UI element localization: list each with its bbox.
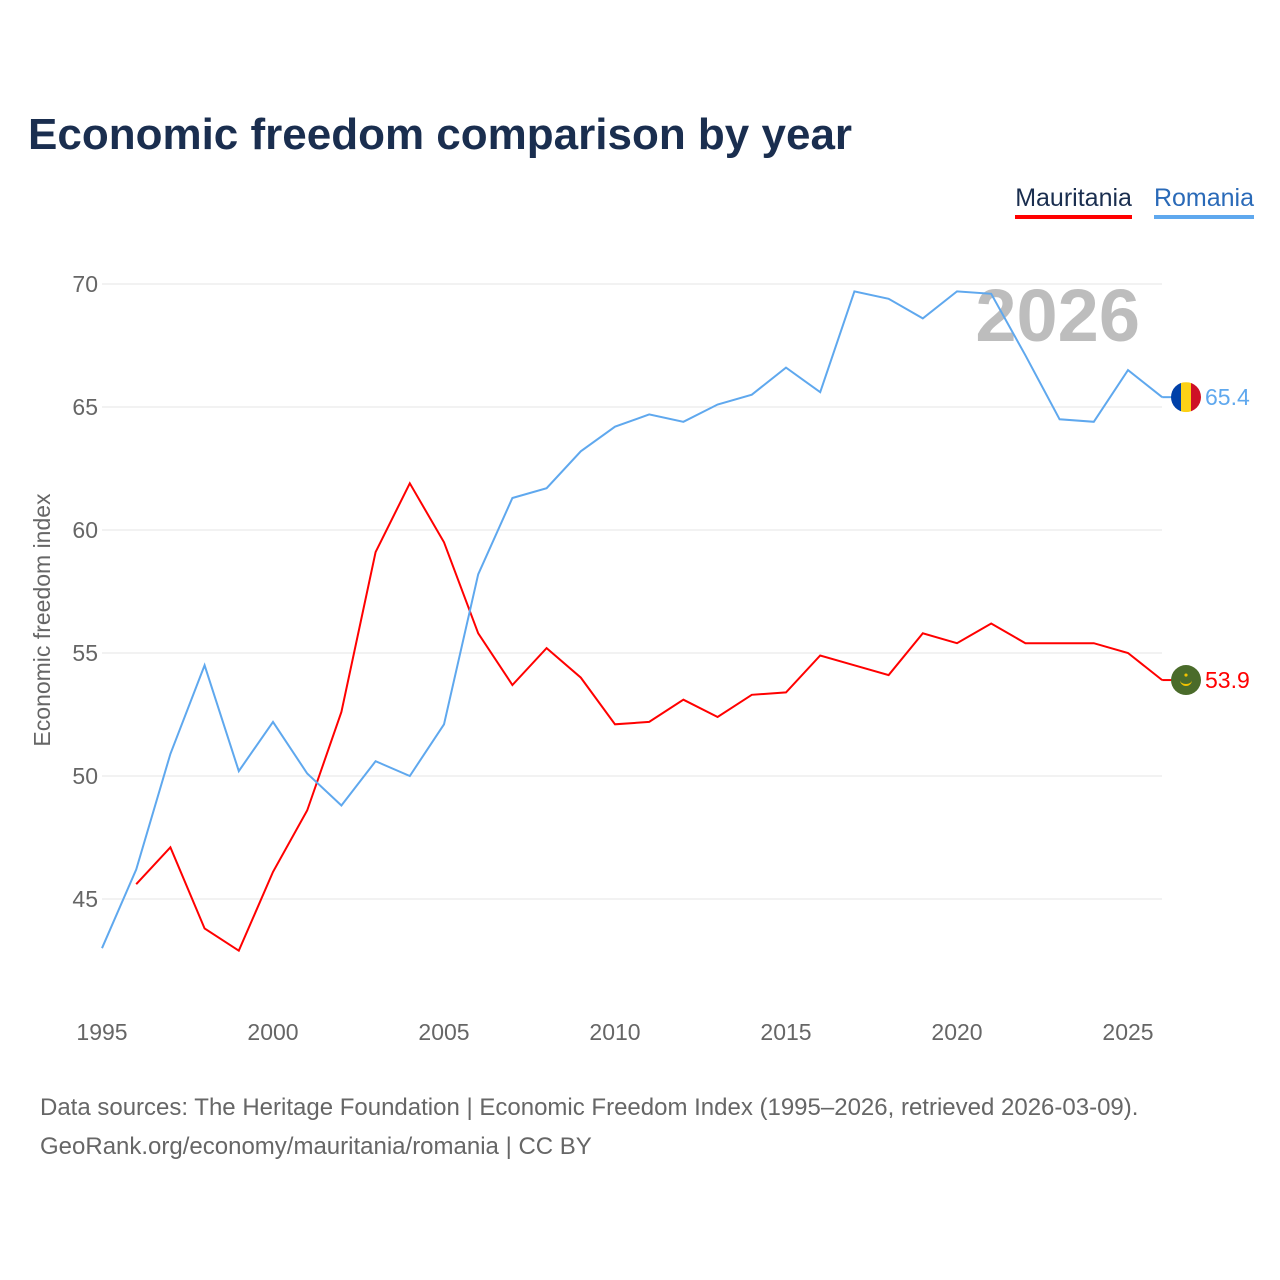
y-tick-label: 55 [72, 640, 98, 666]
legend-item-romania[interactable]: Romania [1153, 184, 1254, 219]
x-tick-label: 1995 [76, 1019, 127, 1045]
source-line-1: Data sources: The Heritage Foundation | … [40, 1094, 1139, 1121]
year-watermark: 2026 [975, 274, 1140, 357]
end-value-label: 53.9 [1205, 667, 1250, 693]
mauritania-flag-icon [1171, 665, 1201, 696]
y-tick-label: 45 [72, 886, 98, 912]
series-line-romania [101, 290, 1163, 949]
chart-title: Economic freedom comparison by year [28, 110, 853, 159]
legend: Mauritania Romania [1015, 184, 1254, 219]
y-tick-label: 60 [72, 517, 98, 543]
source-line-2: GeoRank.org/economy/mauritania/romania |… [40, 1133, 592, 1160]
y-tick-label: 50 [72, 763, 98, 789]
y-axis-label: Economic freedom index [29, 493, 55, 747]
x-tick-label: 2015 [760, 1019, 811, 1045]
star-icon [1184, 673, 1188, 677]
romania-flag-icon [1171, 382, 1201, 413]
y-tick-label: 70 [72, 271, 98, 297]
legend-item-mauritania[interactable]: Mauritania [1015, 184, 1132, 219]
crescent-icon [1180, 680, 1192, 687]
x-tick-label: 2000 [247, 1019, 298, 1045]
x-tick-label: 2010 [589, 1019, 640, 1045]
end-value-label: 65.4 [1205, 384, 1250, 410]
source-note: Data sources: The Heritage Foundation | … [40, 1088, 1138, 1166]
series-line-mauritania [135, 481, 1163, 953]
y-tick-label: 65 [72, 394, 98, 420]
x-tick-label: 2005 [418, 1019, 469, 1045]
x-tick-label: 2020 [931, 1019, 982, 1045]
x-tick-label: 2025 [1102, 1019, 1153, 1045]
